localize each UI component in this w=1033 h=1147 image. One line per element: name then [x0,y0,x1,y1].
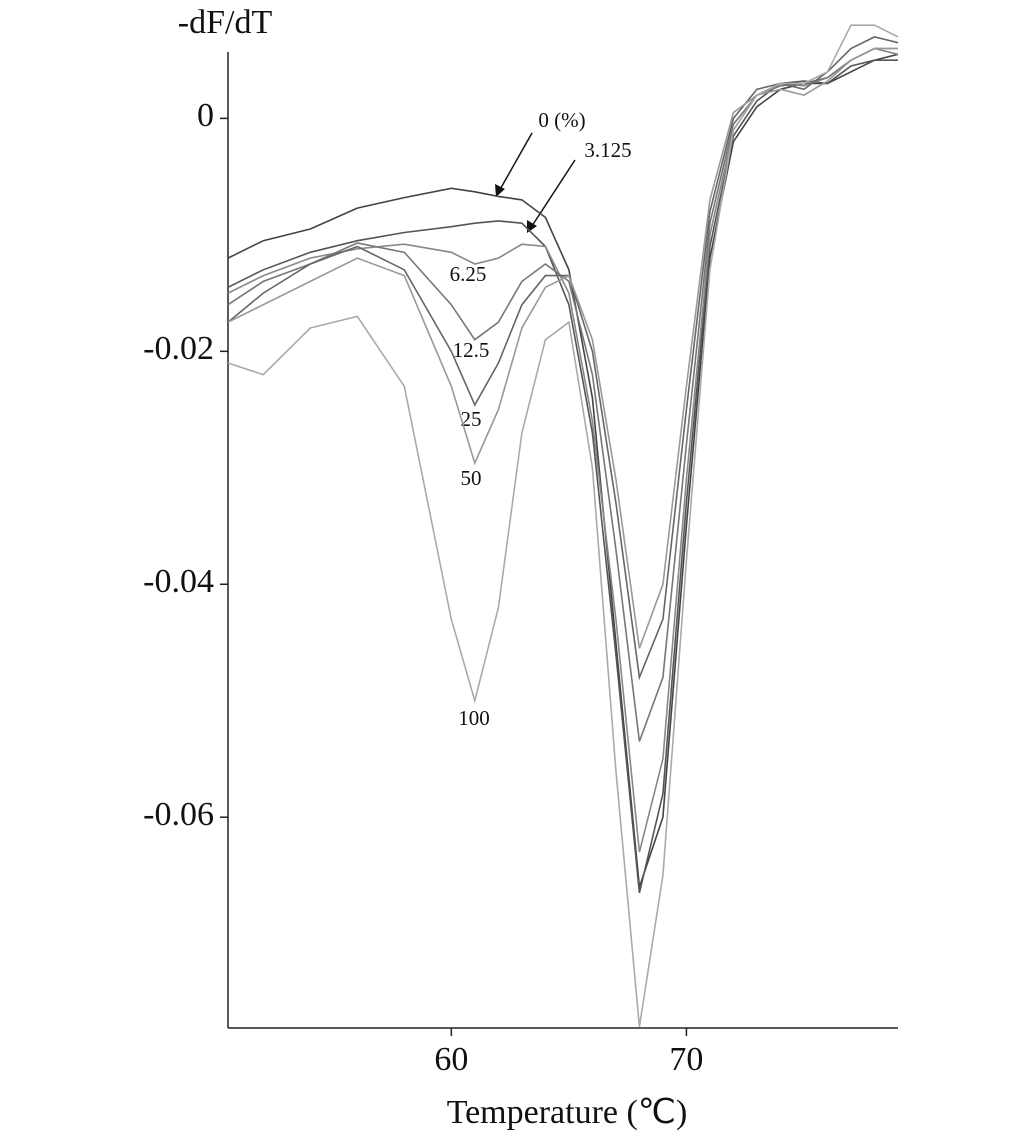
series-label: 50 [461,466,482,490]
y-tick-label: -0.04 [143,563,214,600]
series-label: 3.125 [584,138,631,162]
series-label: 6.25 [450,262,487,286]
x-tick-label: 70 [669,1041,703,1078]
series-line [227,59,898,894]
series-line [227,47,899,853]
series-label: 25 [461,407,482,431]
y-axis-label: -dF/dT [178,4,273,41]
x-tick-label: 60 [434,1041,468,1078]
arrow [497,132,533,194]
y-tick-label: 0 [197,97,214,134]
series-line [227,36,899,681]
y-tick-label: -0.02 [143,330,214,367]
arrow-head [495,184,505,197]
series-line [227,47,898,649]
arrow [529,159,576,230]
series-label: 100 [458,706,490,730]
x-axis-label: Temperature (℃) [447,1094,688,1131]
series-label: 0 (%) [538,108,585,132]
series-line [227,24,899,1027]
series-label: 12.5 [453,338,490,362]
arrow-head [527,220,537,233]
series-line [227,47,898,742]
y-tick-label: -0.06 [143,796,214,833]
